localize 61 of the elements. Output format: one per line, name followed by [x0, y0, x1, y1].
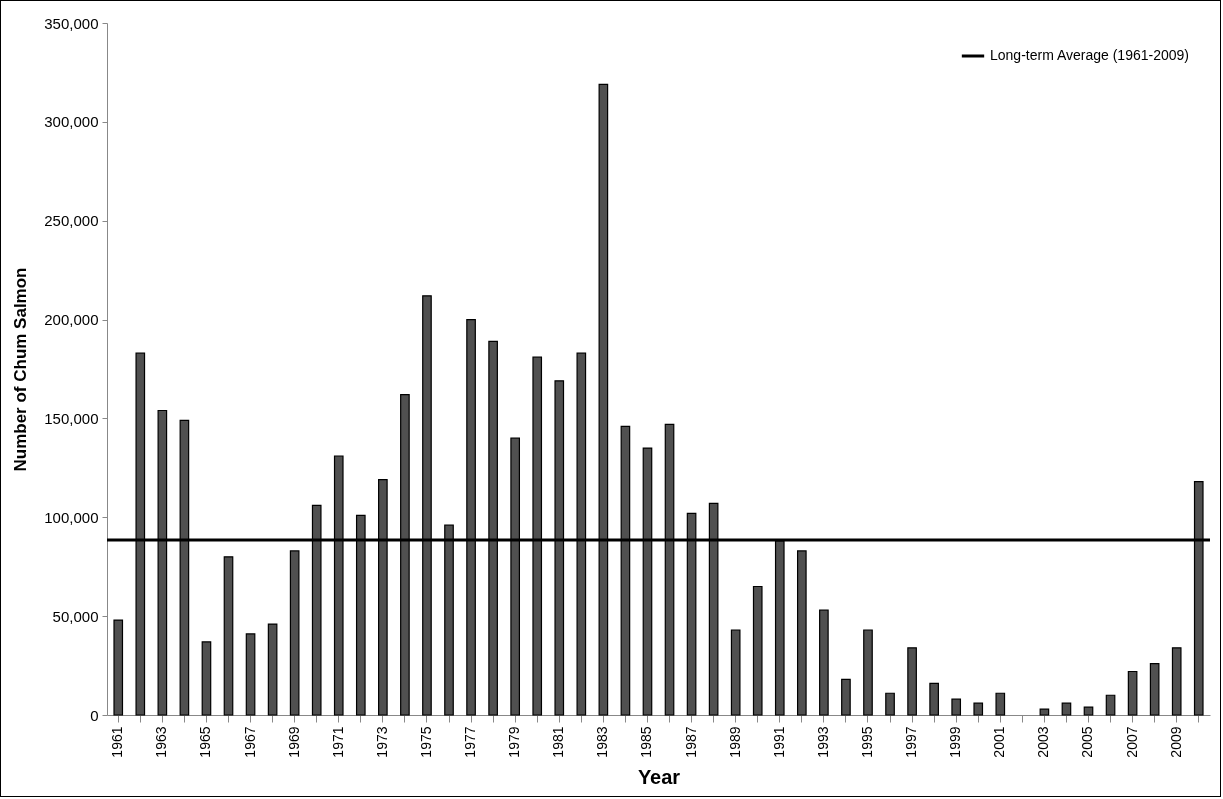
bar: [1149, 662, 1160, 716]
x-tick-label: 1987: [682, 726, 699, 758]
bar: [245, 633, 256, 716]
x-tick-label: 1985: [638, 726, 655, 758]
x-tick-label: 1977: [462, 726, 479, 758]
y-axis-title: Number of Chum Salmon: [11, 267, 31, 472]
bar: [995, 692, 1006, 716]
y-tick-label: 350,000: [44, 14, 99, 32]
x-tick-label: 1981: [550, 726, 567, 758]
x-tick-label: 1973: [373, 726, 390, 758]
bar: [267, 623, 278, 716]
bar: [1105, 694, 1116, 716]
bar: [289, 550, 300, 716]
y-tick-label: 100,000: [44, 508, 99, 526]
y-tick-label: 50,000: [52, 607, 99, 625]
bar: [796, 550, 807, 716]
x-tick-label: 1989: [726, 726, 743, 758]
bar: [863, 629, 873, 716]
bar: [223, 556, 234, 716]
bar: [730, 629, 741, 716]
bar: [973, 702, 984, 716]
bar: [1171, 647, 1182, 716]
y-tick-label: 0: [90, 706, 99, 724]
x-tick-label: 1965: [197, 726, 214, 758]
x-tick-label: 1999: [947, 726, 964, 758]
bar: [951, 698, 962, 716]
legend-label: Long-term Average (1961-2009): [990, 47, 1189, 63]
bar: [841, 678, 851, 716]
bar: [1039, 708, 1050, 716]
bar: [1127, 670, 1138, 716]
x-tick-label: 2009: [1167, 726, 1184, 758]
x-tick-label: 2001: [991, 726, 1008, 758]
bar: [819, 609, 829, 716]
bar: [1083, 706, 1094, 716]
x-tick-label: 2007: [1123, 726, 1140, 758]
y-tick-label: 300,000: [44, 113, 99, 131]
x-tick-label: 1979: [506, 726, 523, 758]
x-tick-label: 1969: [285, 726, 302, 758]
x-tick-label: 1967: [241, 726, 258, 758]
y-tick-label: 200,000: [44, 311, 99, 329]
x-tick-label: 1995: [858, 726, 875, 758]
bar: [201, 641, 212, 716]
x-tick-label: 2005: [1079, 726, 1096, 758]
bar: [907, 647, 917, 716]
bar: [1061, 702, 1072, 716]
bar: [885, 692, 895, 716]
y-tick-label: 150,000: [44, 409, 99, 427]
x-tick-label: 1983: [594, 726, 611, 758]
x-axis-title: Year: [637, 765, 681, 788]
x-tick-label: 1997: [903, 726, 920, 758]
bar: [929, 682, 939, 716]
x-tick-label: 1993: [814, 726, 831, 758]
x-tick-label: 2003: [1035, 726, 1052, 758]
x-tick-label: 1971: [329, 726, 346, 758]
x-tick-label: 1961: [109, 726, 126, 758]
y-tick-label: 250,000: [44, 212, 99, 230]
bar: [113, 619, 124, 716]
x-tick-label: 1991: [770, 726, 787, 758]
x-tick-label: 1963: [153, 726, 170, 758]
bar: [752, 585, 763, 716]
x-tick-label: 1975: [417, 726, 434, 758]
